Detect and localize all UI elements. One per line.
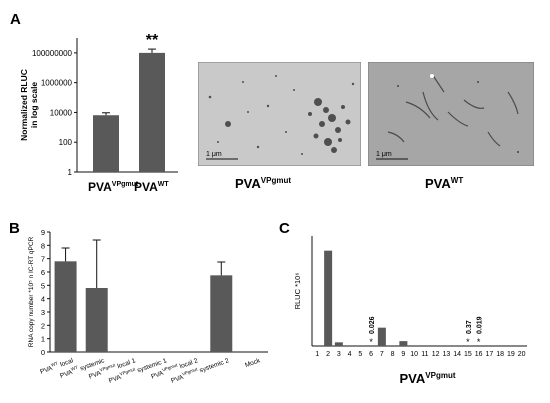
- micrograph-vpgmut: 1 μm: [198, 62, 361, 166]
- micrograph-vpgmut-scale-label: 1 μm: [206, 151, 222, 158]
- chart-c-star: *: [477, 337, 481, 347]
- chart-b-ytick-label: 7: [41, 255, 45, 264]
- chart-c-xtick-label: 17: [485, 351, 493, 358]
- chart-b-ytick-label: 4: [41, 295, 45, 304]
- micrograph-wt-image: 1 μm: [368, 62, 534, 166]
- chart-c-xtick-label: 2: [326, 351, 330, 358]
- chart-c-xtick-label: 7: [380, 351, 384, 358]
- chart-b-ytick-label: 5: [41, 281, 45, 290]
- chart-a-ytick-label: 100000000: [32, 49, 73, 58]
- chart-b-ytick-label: 9: [41, 228, 45, 237]
- chart-b-bar: [210, 275, 233, 352]
- chart-c-bar: [377, 327, 386, 346]
- chart-a-ylabel: Normalized RLUCin log scale: [19, 69, 39, 141]
- chart-a-xtick-label: PVAVPgmut: [88, 180, 139, 194]
- chart-c-xtick-label: 9: [401, 351, 405, 358]
- chart-c-xtick-label: 19: [507, 351, 515, 358]
- panel-letter-a: A: [10, 11, 21, 28]
- chart-c-xtick-label: 14: [453, 351, 461, 358]
- chart-b-ytick-label: 8: [41, 241, 45, 250]
- chart-a-bar: [139, 52, 165, 173]
- chart-a-ytick-label: 100: [59, 138, 73, 147]
- chart-b-ytick-label: 1: [41, 335, 45, 344]
- chart-a-bar: [93, 115, 119, 172]
- chart-c-xtick-label: 1: [315, 351, 319, 358]
- chart-c-xtick-label: 20: [518, 351, 526, 358]
- chart-b-ytick-label: 0: [41, 348, 45, 357]
- chart-a-significance: **: [146, 32, 159, 49]
- micrograph-vpgmut-image: 1 μm: [198, 62, 361, 166]
- chart-c-xtick-label: 16: [475, 351, 483, 358]
- chart-b-xtick-label: PVAWT local: [39, 355, 75, 376]
- chart-c-xtick-label: 12: [432, 351, 440, 358]
- chart-c-value-label: 0.37: [466, 320, 473, 334]
- chart-c-ylabel: RLUC *10⁶: [293, 273, 302, 310]
- chart-b-bar: [85, 288, 108, 352]
- chart-b-xtick-label: Mock: [244, 357, 262, 369]
- chart-b-bar: [54, 261, 77, 352]
- chart-c-value-label: 0.019: [477, 316, 484, 334]
- chart-c-xtick-label: 11: [421, 351, 428, 358]
- panel-letter-b: B: [9, 220, 20, 237]
- chart-c-bar: [399, 341, 408, 346]
- micrograph-wt-scale-label: 1 μm: [376, 151, 392, 158]
- chart-c-xtick-label: 15: [464, 351, 472, 358]
- micrograph-left-caption: PVAVPgmut: [235, 176, 291, 191]
- chart-a: 1 100 10000 1000000 100000000 Normalized RLUC…: [19, 32, 178, 194]
- panel-letter-c: C: [279, 220, 290, 237]
- chart-b-ylabel: RNA copy number *10⁵ n IC-RT qPCR: [28, 236, 35, 347]
- chart-c-xtick-label: 6: [369, 351, 373, 358]
- chart-a-ytick-label: 10000: [50, 108, 73, 117]
- chart-c-xtick-label: 8: [391, 351, 395, 358]
- chart-c-bar: [324, 250, 333, 346]
- chart-a-ytick-label: 1000000: [41, 79, 73, 88]
- chart-c-value-label: 0.026: [369, 316, 376, 334]
- chart-c-xtick-label: 5: [358, 351, 362, 358]
- micrograph-right-caption: PVAWT: [425, 176, 463, 191]
- chart-c-xtick-label: 3: [337, 351, 341, 358]
- chart-a-ytick-label: 1: [68, 168, 73, 177]
- chart-c-xtick-label: 13: [442, 351, 450, 358]
- chart-c-xlabel: PVAVPgmut: [400, 371, 456, 386]
- chart-c-xtick-label: 4: [348, 351, 352, 358]
- chart-c-xtick-label: 10: [410, 351, 418, 358]
- chart-a-xtick-label: PVAWT: [134, 180, 169, 194]
- chart-b-ytick-label: 3: [41, 308, 45, 317]
- chart-c-star: *: [369, 337, 373, 347]
- chart-c-bar: [334, 342, 343, 346]
- chart-c-xtick-label: 18: [496, 351, 504, 358]
- micrograph-wt: 1 μm: [368, 62, 534, 166]
- chart-c-star: *: [466, 337, 470, 347]
- chart-b-ytick-label: 2: [41, 321, 45, 330]
- chart-b-ytick-label: 6: [41, 268, 45, 277]
- chart-b: 0 1 2 3 4 5 6 7 8 9 RNA copy number *10⁵ n IC-RT q…: [28, 228, 268, 385]
